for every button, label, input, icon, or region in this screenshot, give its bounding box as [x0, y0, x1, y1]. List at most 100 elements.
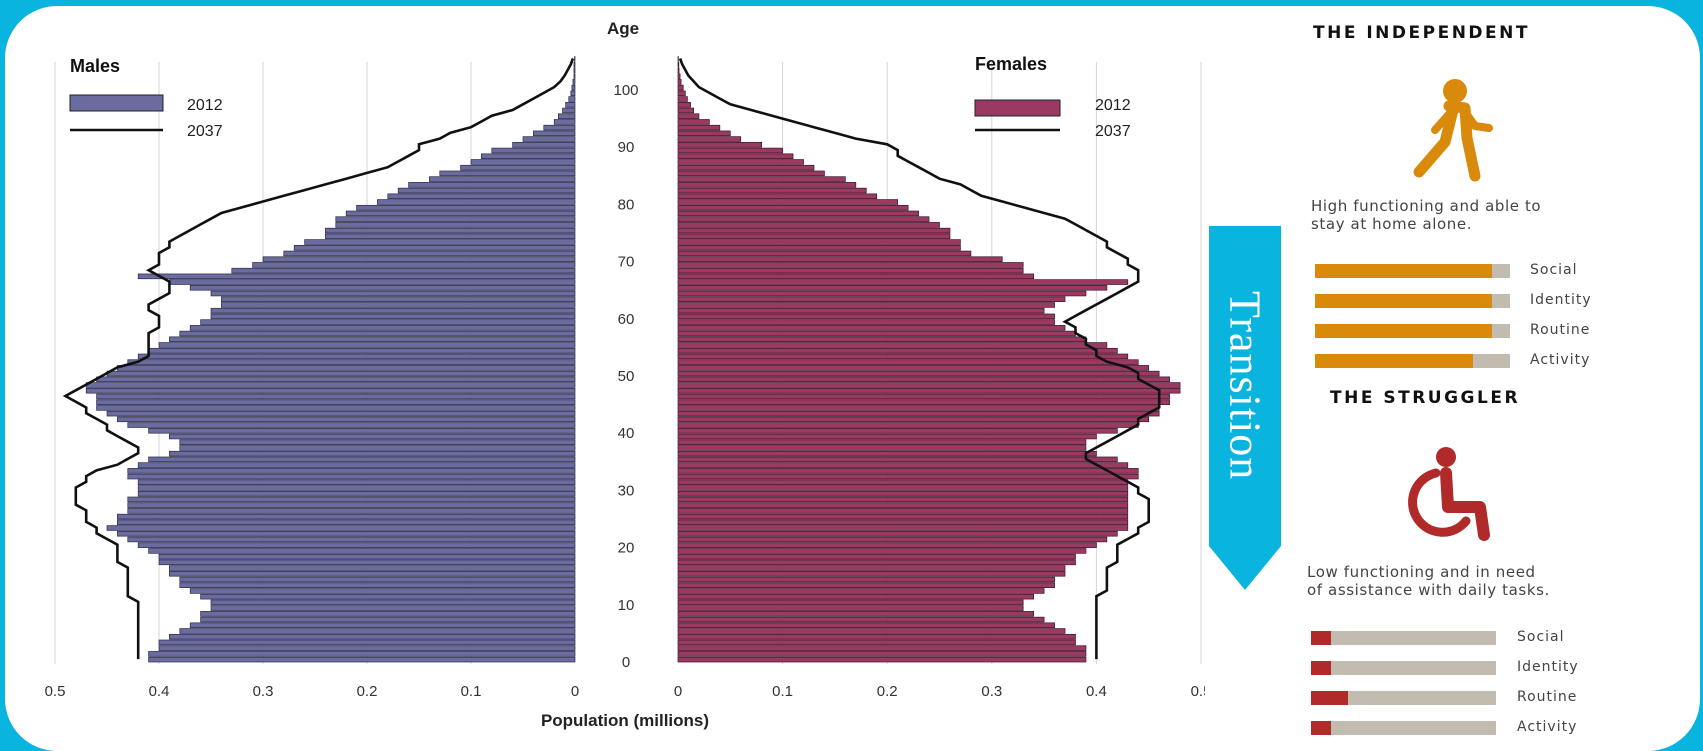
female-bar — [678, 383, 1180, 388]
female-bar — [678, 400, 1170, 405]
struggler-description: Low functioning and in need of assistanc… — [1307, 563, 1627, 599]
male-bar — [159, 560, 575, 565]
male-bar — [97, 406, 575, 411]
female-bar — [678, 629, 1065, 634]
female-bar — [678, 531, 1117, 536]
female-bar — [678, 446, 1086, 451]
female-bar — [678, 108, 694, 113]
male-bar — [159, 554, 575, 559]
female-bar — [678, 222, 940, 227]
male-bar — [572, 85, 575, 90]
x-tick-label: 0 — [674, 683, 682, 700]
male-bar — [357, 205, 575, 210]
age-tick-label: 100 — [613, 82, 638, 99]
female-bar — [678, 182, 856, 187]
female-bar — [678, 606, 1023, 611]
female-bar — [678, 594, 1034, 599]
male-bar — [461, 165, 575, 170]
male-bar — [169, 451, 575, 456]
females-legend-swatch-2012 — [975, 100, 1060, 116]
male-bar — [169, 280, 575, 285]
male-bar — [190, 623, 575, 628]
male-bar — [325, 228, 575, 233]
male-bar — [128, 468, 575, 473]
female-bar — [678, 526, 1128, 531]
male-bar — [180, 577, 575, 582]
male-bar — [305, 240, 575, 245]
male-bar — [117, 365, 575, 370]
male-bar — [169, 571, 575, 576]
x-tick-label: 0.4 — [1086, 683, 1107, 700]
x-tick-label: 0.4 — [149, 683, 170, 700]
male-bar — [346, 211, 575, 216]
male-bar — [211, 600, 575, 605]
males-legend-label-2012: 2012 — [187, 97, 223, 114]
female-bar — [678, 188, 866, 193]
male-bar — [138, 274, 575, 279]
metric-label: Routine — [1517, 689, 1577, 705]
metric-label: Social — [1530, 262, 1578, 278]
male-bar — [221, 303, 575, 308]
female-bar — [678, 85, 683, 90]
female-bar — [678, 474, 1138, 479]
male-bar — [180, 331, 575, 336]
female-bar — [678, 200, 898, 205]
female-bar — [678, 468, 1138, 473]
female-bar — [678, 543, 1096, 548]
male-bar — [97, 377, 575, 382]
female-bar — [678, 91, 685, 96]
female-bar — [678, 120, 709, 125]
female-bar — [678, 62, 679, 67]
male-bar — [409, 182, 575, 187]
female-bar — [678, 194, 877, 199]
female-bar — [678, 291, 1086, 296]
males-panel-title: Males — [70, 56, 120, 76]
male-bar — [86, 388, 575, 393]
metric-fill — [1311, 721, 1331, 735]
female-bar — [678, 600, 1023, 605]
male-bar — [563, 108, 575, 113]
female-bar — [678, 171, 824, 176]
metric-label: Social — [1517, 629, 1565, 645]
male-bar — [201, 594, 575, 599]
female-bar — [678, 377, 1170, 382]
male-bar — [149, 549, 575, 554]
metric-track — [1311, 661, 1496, 675]
female-bar — [678, 371, 1159, 376]
female-bar — [678, 520, 1128, 525]
wheelchair-icon — [1398, 443, 1498, 547]
male-bar — [128, 508, 575, 513]
female-bar — [678, 303, 1055, 308]
female-bar — [678, 646, 1086, 651]
metric-label: Identity — [1517, 659, 1579, 675]
female-bar — [678, 589, 1044, 594]
female-bar — [678, 74, 680, 79]
female-bar — [678, 497, 1128, 502]
females-legend-label-2037: 2037 — [1095, 123, 1131, 140]
male-bar — [117, 417, 575, 422]
male-bar — [86, 383, 575, 388]
x-tick-label: 0.1 — [772, 683, 793, 700]
metric-fill — [1315, 294, 1492, 308]
male-bar — [571, 91, 575, 96]
male-bar — [201, 617, 575, 622]
male-bar — [325, 234, 575, 239]
x-tick-label: 0.1 — [461, 683, 482, 700]
male-bar — [294, 245, 575, 250]
male-bar — [149, 651, 575, 656]
metric-label: Activity — [1530, 352, 1590, 368]
male-bar — [492, 148, 575, 153]
female-bar — [678, 285, 1107, 290]
female-bar — [678, 160, 804, 165]
female-bar — [678, 331, 1075, 336]
transition-label: Transition — [1220, 291, 1271, 480]
x-tick-label: 0 — [571, 683, 579, 700]
male-bar — [117, 531, 575, 536]
males-legend-swatch-2012 — [70, 95, 163, 111]
metric-fill — [1311, 631, 1331, 645]
female-bar — [678, 651, 1086, 656]
male-bar — [169, 434, 575, 439]
male-bar — [180, 446, 575, 451]
male-bar — [169, 634, 575, 639]
female-bar — [678, 428, 1117, 433]
